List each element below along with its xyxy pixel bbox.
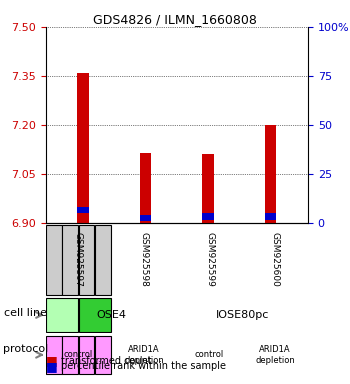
Text: ■: ■ <box>46 354 57 367</box>
FancyBboxPatch shape <box>79 336 94 374</box>
FancyBboxPatch shape <box>79 225 94 295</box>
Text: cell line: cell line <box>4 308 47 318</box>
FancyBboxPatch shape <box>46 336 62 374</box>
Text: ARID1A
depletion: ARID1A depletion <box>255 345 295 364</box>
FancyBboxPatch shape <box>95 336 111 374</box>
FancyBboxPatch shape <box>62 336 78 374</box>
FancyBboxPatch shape <box>79 298 111 331</box>
Text: OSE4: OSE4 <box>96 310 126 320</box>
Text: control: control <box>64 350 93 359</box>
FancyBboxPatch shape <box>95 225 111 295</box>
Bar <box>202 154 214 223</box>
Bar <box>202 213 214 220</box>
Text: protocol: protocol <box>4 344 49 354</box>
Bar <box>77 207 89 213</box>
Text: percentile rank within the sample: percentile rank within the sample <box>61 361 226 371</box>
Text: GSM925600: GSM925600 <box>271 232 280 287</box>
Text: GSM925597: GSM925597 <box>74 232 83 287</box>
Bar <box>140 215 151 222</box>
Text: GSM925598: GSM925598 <box>139 232 148 287</box>
FancyBboxPatch shape <box>46 298 78 331</box>
Text: ARID1A
depletion: ARID1A depletion <box>124 345 164 364</box>
Bar <box>265 125 276 223</box>
Bar <box>140 153 151 223</box>
FancyBboxPatch shape <box>62 225 78 295</box>
Bar <box>77 73 89 223</box>
Text: control: control <box>195 350 224 359</box>
FancyBboxPatch shape <box>46 225 62 295</box>
Text: GDS4826 / ILMN_1660808: GDS4826 / ILMN_1660808 <box>93 13 257 26</box>
Text: GSM925599: GSM925599 <box>205 232 214 287</box>
Bar <box>265 213 276 220</box>
Text: ■: ■ <box>46 360 57 373</box>
Text: IOSE80pc: IOSE80pc <box>216 310 269 320</box>
Text: transformed count: transformed count <box>61 356 152 366</box>
